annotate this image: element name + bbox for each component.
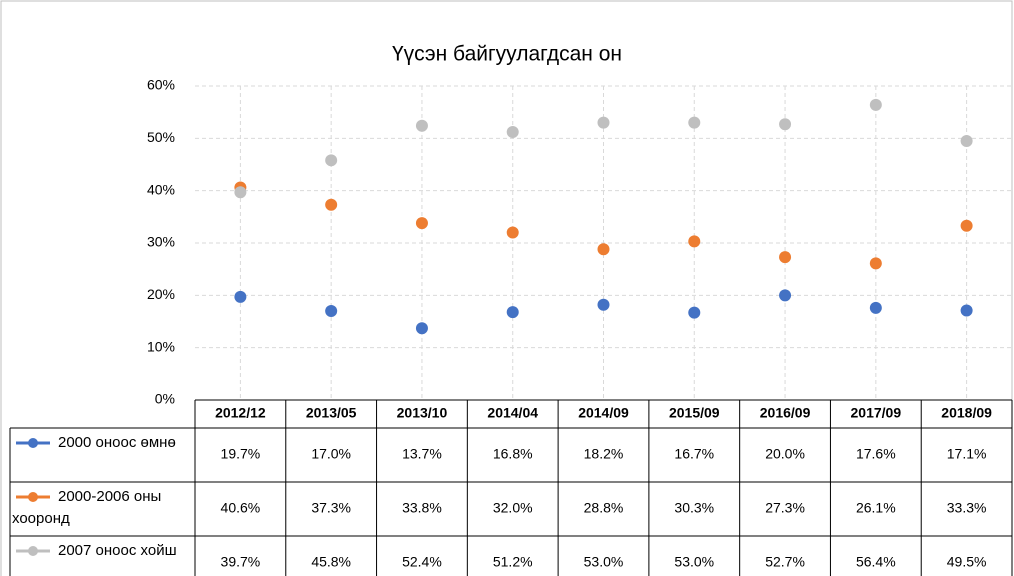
point [234,186,247,199]
point [688,235,701,248]
x-tick-label: 2015/09 [669,405,720,421]
table-value: 16.7% [674,446,714,462]
legend-label: 2007 оноос хойш [58,542,177,559]
point [869,98,882,111]
table-value: 18.2% [584,446,624,462]
point [869,301,882,314]
table-value: 28.8% [584,500,624,516]
point [960,219,973,232]
y-tick-label: 30% [147,234,175,250]
table-value: 17.1% [947,446,987,462]
table-value: 53.0% [674,554,714,570]
x-tick-label: 2014/04 [487,405,538,421]
point [779,289,792,302]
point [960,304,973,317]
point [597,243,610,256]
x-tick-label: 2016/09 [760,405,811,421]
point [415,119,428,132]
point [506,226,519,239]
table-value: 19.7% [221,446,261,462]
point [506,306,519,319]
point [779,251,792,264]
point [325,154,338,167]
x-tick-label: 2014/09 [578,405,629,421]
table-value: 51.2% [493,554,533,570]
x-tick-label: 2013/05 [306,405,357,421]
point [869,257,882,270]
x-tick-label: 2012/12 [215,405,266,421]
point [597,298,610,311]
legend-label: 2000 оноос өмнө [58,434,176,451]
point [688,306,701,319]
point [415,217,428,230]
table-value: 17.6% [856,446,896,462]
point [597,116,610,129]
table-value: 49.5% [947,554,987,570]
legend-label: 2000-2006 оны хооронд [12,488,162,527]
point [960,134,973,147]
y-tick-label: 60% [147,77,175,93]
table-value: 52.7% [765,554,805,570]
table-value: 13.7% [402,446,442,462]
table-value: 30.3% [674,500,714,516]
y-tick-label: 10% [147,338,175,354]
table-value: 26.1% [856,500,896,516]
table-value: 56.4% [856,554,896,570]
table-value: 53.0% [584,554,624,570]
point [325,198,338,211]
y-tick-label: 20% [147,286,175,302]
y-tick-label: 0% [155,391,175,407]
x-tick-label: 2018/09 [941,405,992,421]
point [234,290,247,303]
table-value: 16.8% [493,446,533,462]
point [688,116,701,129]
table-value: 40.6% [221,500,261,516]
table-value: 20.0% [765,446,805,462]
table-value: 17.0% [311,446,351,462]
table-value: 32.0% [493,500,533,516]
chart-title: Үүсэн байгуулагдсан он [392,43,622,66]
table-value: 37.3% [311,500,351,516]
y-tick-label: 50% [147,129,175,145]
table-value: 52.4% [402,554,442,570]
table-value: 39.7% [221,554,261,570]
table-value: 33.8% [402,500,442,516]
x-tick-label: 2017/09 [851,405,902,421]
legend-dot [28,546,38,556]
y-tick-label: 40% [147,181,175,197]
point [415,322,428,335]
point [779,118,792,131]
table-value: 27.3% [765,500,805,516]
legend-dot [28,438,38,448]
table-value: 45.8% [311,554,351,570]
legend-dot [28,492,38,502]
point [506,126,519,139]
point [325,305,338,318]
x-tick-label: 2013/10 [397,405,448,421]
table-value: 33.3% [947,500,987,516]
